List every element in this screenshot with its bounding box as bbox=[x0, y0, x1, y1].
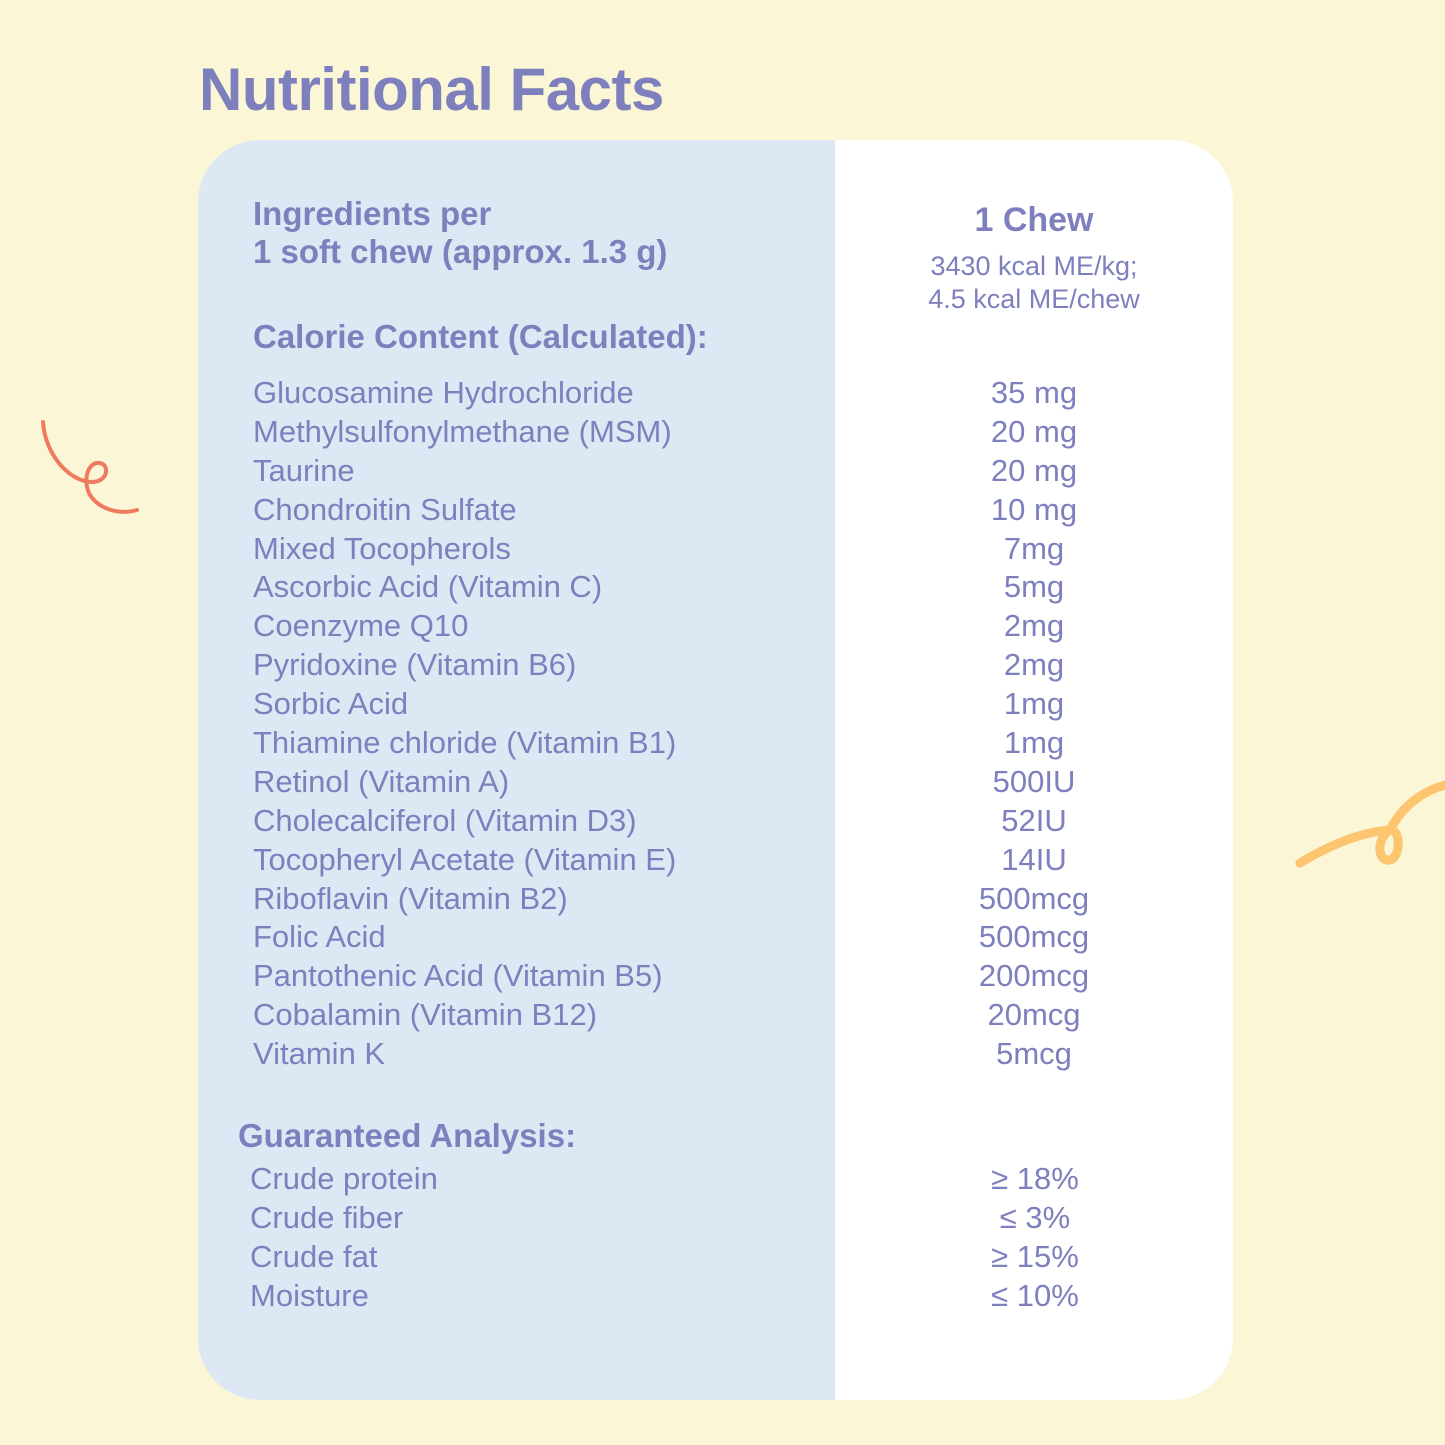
table-row: Methylsulfonylmethane (MSM) 20 mg bbox=[198, 413, 1233, 452]
calorie-values: 3430 kcal ME/kg; 4.5 kcal ME/chew bbox=[835, 250, 1233, 316]
nutrition-card: Ingredients per 1 soft chew (approx. 1.3… bbox=[198, 140, 1233, 1400]
ingredient-value: 5mcg bbox=[996, 1036, 1072, 1072]
ingredient-value: 2mg bbox=[1003, 647, 1065, 683]
ingredient-name: Methylsulfonylmethane (MSM) bbox=[253, 413, 672, 449]
ingredient-value: 14IU bbox=[1001, 841, 1067, 877]
table-row: Glucosamine Hydrochloride 35 mg bbox=[198, 374, 1233, 413]
serving-header: 1 Chew bbox=[974, 201, 1094, 239]
ingredient-name: Tocopheryl Acetate (Vitamin E) bbox=[253, 841, 677, 877]
table-row: Cholecalciferol (Vitamin D3) 52IU bbox=[198, 802, 1233, 841]
coral-squiggle-decoration bbox=[41, 420, 139, 514]
ingredient-value: 20 mg bbox=[990, 413, 1078, 449]
ingredients-header: Ingredients per 1 soft chew (approx. 1.3… bbox=[253, 195, 667, 271]
ingredient-name: Cholecalciferol (Vitamin D3) bbox=[253, 802, 637, 838]
ingredients-list: Glucosamine Hydrochloride 35 mg Methylsul… bbox=[198, 374, 1233, 1074]
table-row: Retinol (Vitamin A) 500IU bbox=[198, 763, 1233, 802]
ingredient-value: 500mcg bbox=[978, 880, 1090, 916]
analysis-value: ≤ 10% bbox=[991, 1277, 1079, 1313]
kcal-per-chew: 4.5 kcal ME/chew bbox=[928, 284, 1140, 314]
table-row: Thiamine chloride (Vitamin B1) 1mg bbox=[198, 724, 1233, 763]
table-row: Moisture ≤ 10% bbox=[198, 1277, 1233, 1316]
ingredient-value: 35 mg bbox=[990, 375, 1078, 410]
ingredient-value: 1mg bbox=[1003, 725, 1065, 761]
ingredient-value: 10 mg bbox=[990, 491, 1078, 527]
analysis-value: ≤ 3% bbox=[999, 1199, 1071, 1235]
analysis-value: ≥ 18% bbox=[991, 1161, 1079, 1196]
ingredient-name: Pyridoxine (Vitamin B6) bbox=[253, 647, 577, 683]
table-row: Cobalamin (Vitamin B12) 20mcg bbox=[198, 996, 1233, 1035]
ingredients-column bbox=[198, 140, 835, 1400]
ingredient-value: 7mg bbox=[1003, 530, 1065, 566]
guaranteed-analysis-header: Guaranteed Analysis: bbox=[238, 1117, 577, 1154]
guaranteed-analysis-list: Crude protein ≥ 18% Crude fiber ≤ 3% Crude… bbox=[198, 1160, 1233, 1316]
table-row: Crude fiber ≤ 3% bbox=[198, 1199, 1233, 1238]
table-row: Pyridoxine (Vitamin B6) 2mg bbox=[198, 646, 1233, 685]
ingredient-value: 20mcg bbox=[987, 997, 1081, 1033]
ingredient-name: Vitamin K bbox=[253, 1036, 386, 1072]
ingredients-header-line2: 1 soft chew (approx. 1.3 g) bbox=[253, 233, 668, 270]
ingredient-name: Sorbic Acid bbox=[253, 686, 409, 722]
ingredient-name: Taurine bbox=[253, 452, 355, 488]
ingredient-name: Retinol (Vitamin A) bbox=[253, 763, 510, 799]
table-row: Pantothenic Acid (Vitamin B5) 200mcg bbox=[198, 957, 1233, 996]
ingredients-header-line1: Ingredients per bbox=[253, 195, 492, 232]
kcal-per-kg: 3430 kcal ME/kg; bbox=[930, 251, 1138, 281]
table-row: Crude protein ≥ 18% bbox=[198, 1160, 1233, 1199]
table-row: Mixed Tocopherols 7mg bbox=[198, 530, 1233, 569]
ingredient-name: Mixed Tocopherols bbox=[253, 530, 511, 566]
page-title: Nutritional Facts bbox=[199, 56, 664, 123]
analysis-name: Crude fiber bbox=[250, 1199, 404, 1235]
ingredient-value: 1mg bbox=[1003, 686, 1065, 722]
table-row: Sorbic Acid 1mg bbox=[198, 685, 1233, 724]
table-row: Chondroitin Sulfate 10 mg bbox=[198, 491, 1233, 530]
ingredient-name: Pantothenic Acid (Vitamin B5) bbox=[253, 958, 663, 994]
table-row: Taurine 20 mg bbox=[198, 452, 1233, 491]
ingredient-value: 52IU bbox=[1001, 802, 1067, 838]
ingredient-value: 500IU bbox=[992, 763, 1076, 799]
ingredient-name: Chondroitin Sulfate bbox=[253, 491, 517, 527]
table-row: Coenzyme Q10 2mg bbox=[198, 607, 1233, 646]
ingredient-name: Glucosamine Hydrochloride bbox=[253, 375, 634, 410]
analysis-value: ≥ 15% bbox=[991, 1238, 1079, 1274]
ingredient-name: Ascorbic Acid (Vitamin C) bbox=[253, 569, 603, 605]
ingredient-value: 20 mg bbox=[990, 452, 1078, 488]
analysis-name: Crude fat bbox=[250, 1238, 378, 1274]
table-row: Vitamin K 5mcg bbox=[198, 1035, 1233, 1074]
ingredient-value: 200mcg bbox=[978, 958, 1090, 994]
analysis-name: Moisture bbox=[250, 1277, 369, 1313]
ingredient-value: 2mg bbox=[1003, 608, 1065, 644]
ingredient-name: Riboflavin (Vitamin B2) bbox=[253, 880, 568, 916]
table-row: Crude fat ≥ 15% bbox=[198, 1238, 1233, 1277]
ingredient-name: Thiamine chloride (Vitamin B1) bbox=[253, 725, 677, 761]
ingredient-name: Cobalamin (Vitamin B12) bbox=[253, 997, 598, 1033]
analysis-name: Crude protein bbox=[250, 1161, 438, 1196]
yellow-squiggle-decoration bbox=[1295, 780, 1445, 868]
table-row: Riboflavin (Vitamin B2) 500mcg bbox=[198, 880, 1233, 919]
table-row: Folic Acid 500mcg bbox=[198, 918, 1233, 957]
table-row: Ascorbic Acid (Vitamin C) 5mg bbox=[198, 568, 1233, 607]
ingredient-name: Coenzyme Q10 bbox=[253, 608, 469, 644]
calorie-content-header: Calorie Content (Calculated): bbox=[253, 318, 708, 355]
ingredient-name: Folic Acid bbox=[253, 919, 386, 955]
ingredient-value: 500mcg bbox=[978, 919, 1090, 955]
table-row: Tocopheryl Acetate (Vitamin E) 14IU bbox=[198, 841, 1233, 880]
ingredient-value: 5mg bbox=[1003, 569, 1065, 605]
